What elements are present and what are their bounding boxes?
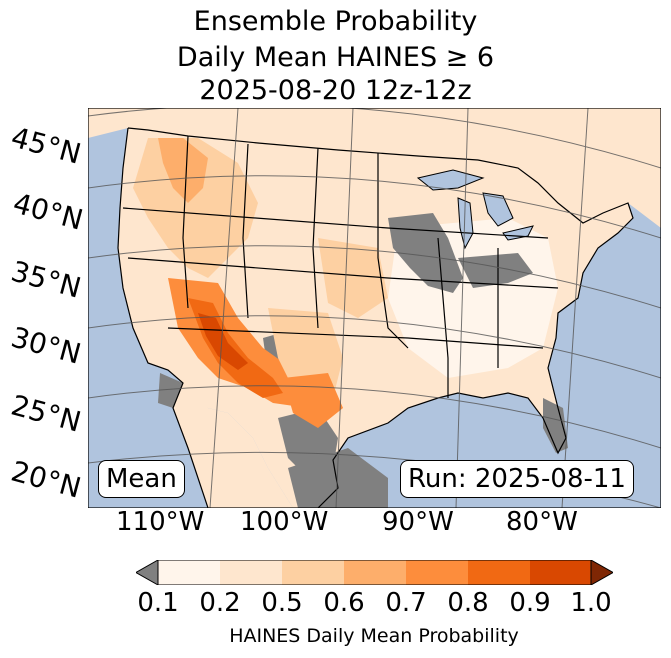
gray-region-great-basin — [158, 373, 183, 408]
prob-mid-west — [133, 138, 258, 278]
colorbar-bin-1 — [158, 560, 220, 585]
lon-label-90w: 90°W — [382, 507, 454, 537]
lake-huron — [482, 192, 514, 227]
title-line-3: 2025-08-20 12z-12z — [199, 75, 472, 106]
lat-label-40: 40°N — [9, 186, 87, 237]
canada-land — [88, 108, 661, 228]
colorbar-tick-1.0: 1.0 — [570, 588, 612, 618]
title-line-1: Ensemble Probability — [193, 6, 478, 37]
title-line-2: Daily Mean HAINES ≥ 6 — [176, 42, 495, 73]
colorbar-bin-3 — [282, 560, 344, 585]
lon-label-110w: 110°W — [116, 507, 205, 537]
colorbar-tick-0.8: 0.8 — [447, 588, 489, 618]
colorbar-tick-0.1: 0.1 — [137, 588, 179, 618]
state-borders — [122, 135, 559, 398]
colorbar-bin-2 — [220, 560, 282, 585]
lat-label-35: 35°N — [7, 254, 85, 305]
prob-high-sw-texas — [283, 373, 343, 428]
colorbar-label: HAINES Daily Mean Probability — [229, 625, 519, 647]
colorbar-tick-0.5: 0.5 — [261, 588, 303, 618]
lat-label-30: 30°N — [7, 320, 85, 371]
mean-label-box: Mean — [98, 460, 185, 498]
lon-label-100w: 100°W — [240, 507, 329, 537]
lake-michigan — [457, 197, 474, 250]
colorbar-tick-0.9: 0.9 — [509, 588, 551, 618]
graticule — [88, 108, 661, 508]
colorbar-bin-7 — [530, 560, 591, 585]
gray-region-midwest — [388, 213, 463, 293]
prob-mid-central — [318, 238, 388, 318]
colorbar — [136, 560, 613, 585]
prob-high-nw — [158, 138, 208, 203]
colorbar-tick-0.6: 0.6 — [323, 588, 365, 618]
colorbar-bin-6 — [468, 560, 530, 585]
colorbar-tick-0.2: 0.2 — [199, 588, 241, 618]
gray-region-ohio — [458, 253, 533, 288]
mexico-land — [173, 383, 293, 508]
colorbar-bin-4 — [344, 560, 406, 585]
west-coast-outline — [117, 127, 209, 508]
lat-label-20: 20°N — [7, 454, 85, 505]
lon-label-80w: 80°W — [506, 507, 578, 537]
gray-region-mexico — [288, 448, 388, 508]
lat-label-45: 45°N — [7, 120, 85, 171]
colorbar-over-arrow — [590, 560, 613, 585]
lake-superior — [416, 169, 485, 191]
run-date-box: Run: 2025-08-11 — [400, 460, 634, 498]
colorbar-tick-0.7: 0.7 — [385, 588, 427, 618]
prob-extreme-az — [198, 313, 248, 370]
map-panel — [88, 108, 661, 508]
colorbar-bin-5 — [406, 560, 468, 585]
lat-label-25: 25°N — [7, 388, 85, 439]
colorbar-under-arrow — [136, 560, 159, 585]
us-outline — [127, 127, 634, 508]
gray-region-florida — [543, 398, 568, 453]
